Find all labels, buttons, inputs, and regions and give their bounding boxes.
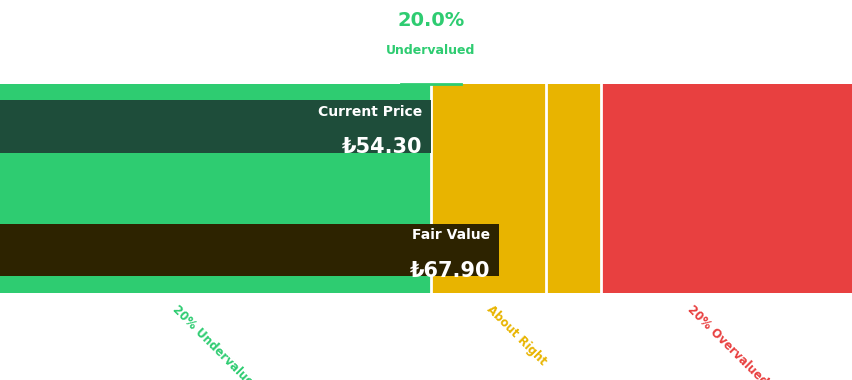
Text: ₺67.90: ₺67.90 bbox=[410, 261, 490, 281]
Bar bbox=[0, 100, 430, 152]
Text: 20% Overvalued: 20% Overvalued bbox=[683, 303, 769, 380]
Text: Current Price: Current Price bbox=[318, 105, 422, 119]
Bar bbox=[0, 223, 498, 276]
Text: 20% Undervalued: 20% Undervalued bbox=[170, 303, 261, 380]
Bar bbox=[601, 84, 852, 293]
Text: About Right: About Right bbox=[483, 303, 548, 368]
Bar bbox=[545, 84, 601, 293]
Bar bbox=[430, 84, 545, 293]
Text: Fair Value: Fair Value bbox=[412, 228, 490, 242]
Text: 20.0%: 20.0% bbox=[397, 11, 463, 30]
Text: Undervalued: Undervalued bbox=[386, 44, 475, 57]
Bar bbox=[0, 84, 430, 293]
Text: ₺54.30: ₺54.30 bbox=[342, 137, 422, 157]
